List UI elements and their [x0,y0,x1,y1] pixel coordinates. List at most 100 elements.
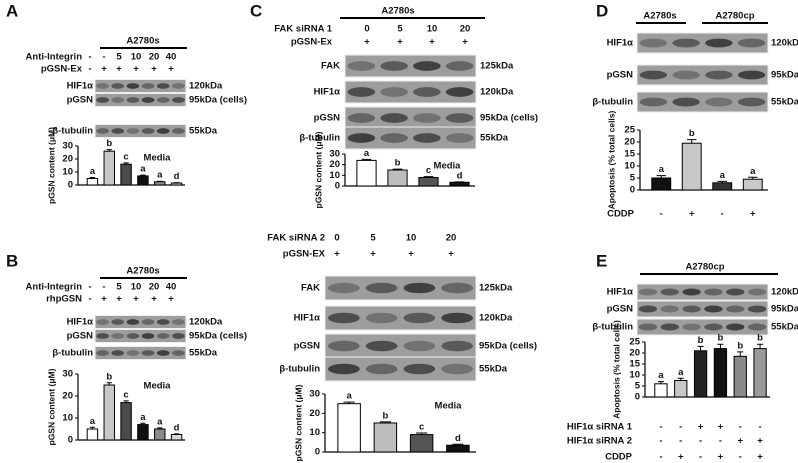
condition-value: - [102,282,105,293]
bar [446,444,470,453]
bar [337,403,361,453]
significance-letter: a [157,170,163,181]
blot-strip [344,80,477,104]
y-tick-label: 5 [630,173,636,184]
blot-band [126,128,140,134]
blot-band [126,333,140,339]
kda-label: 95kDa [771,304,798,315]
blot-band [347,133,376,143]
bar [693,350,708,398]
error-bar [89,426,96,429]
y-tick-label: 5 [635,381,641,392]
condition-value: - [88,52,91,63]
blot-band [639,70,668,80]
bar [137,175,149,186]
blot-row-label: pGSN [607,70,634,81]
blot-band [156,319,170,325]
condition-value: + [168,294,174,305]
condition-value: + [116,64,122,75]
error-bar [106,382,112,385]
blot-row-label: β-tubulin [592,322,633,333]
cell-line-header: A2780s [126,266,159,277]
blot-row-label: pGSN [67,95,94,106]
condition-value: + [151,294,157,305]
blot-band [672,38,700,48]
y-tick-label: 0 [635,392,640,403]
error-bar [416,432,428,435]
y-tick-label: 0 [335,181,340,192]
bar [742,178,763,191]
kda-label: 55kDa [479,364,508,375]
condition-value: + [757,436,763,447]
blot-strip [94,329,187,343]
condition-value: + [168,64,174,75]
condition-value: 0 [364,24,369,35]
blot-row-label: β-tubulin [52,126,93,137]
condition-value: + [370,249,376,260]
blot-band [413,87,441,97]
blot-band [156,83,170,89]
y-axis-label: pGSN content (μM) [313,131,323,208]
condition-value: 20 [149,282,160,293]
error-bar [157,427,163,429]
significance-letter: b [395,158,401,169]
blot-band [638,288,658,296]
blot-band [737,97,766,107]
blot-strip [636,91,769,113]
blot-band [126,319,140,325]
error-bar [737,351,744,357]
condition-label: FAK siRNA 1 [274,24,332,35]
blot-strip [636,64,769,86]
blot-band [172,97,185,103]
bar [733,355,747,398]
blot-row-label: HIF1α [314,87,341,98]
error-bar [123,400,129,403]
y-tick-label: 0 [630,185,635,196]
blot-band [172,83,185,89]
blot-band [413,61,441,71]
condition-value: + [151,64,157,75]
blot-band [365,363,398,375]
kda-label: 95kDa (cells) [480,113,538,124]
y-tick-label: 20 [629,348,640,359]
panel: E A2780cp HIF1α siRNA 1 - - + + - - HIF1α siRNA 2… [567,251,798,462]
y-axis-label: pGSN content (μM) [46,368,56,445]
y-tick-label: 30 [62,369,73,380]
condition-value: + [334,249,340,260]
condition-value: 10 [406,233,417,244]
blot-strip [636,32,769,54]
kda-label: 55kDa [771,97,798,108]
blot-band [365,312,398,324]
condition-value: - [739,452,742,463]
significance-letter: b [106,138,112,149]
condition-value: + [757,452,763,463]
condition-value: - [739,422,742,433]
kda-label: 120kDa [189,317,223,328]
condition-value: + [408,249,414,260]
error-bar [657,381,664,384]
y-tick-label: 20 [624,137,635,148]
condition-value: + [429,37,435,48]
bar [712,182,733,191]
error-bar [748,176,758,180]
condition-value: + [364,37,370,48]
bar [449,181,470,187]
bar [103,384,115,441]
blot-strip [324,275,477,301]
condition-value: 5 [397,24,403,35]
blot-band [413,113,441,123]
kda-label: 120kDa [189,81,223,92]
blot-band [172,350,185,356]
blot-band [141,97,155,103]
blot-band [365,282,398,294]
significance-letter: a [90,166,96,177]
blot-row-label: β-tubulin [592,97,633,108]
error-bar [717,343,724,349]
condition-value: - [699,436,702,447]
blot-band [156,350,170,356]
condition-value: + [101,294,107,305]
blot-band [347,113,376,123]
blot-band [111,350,125,356]
condition-value: + [397,37,403,48]
